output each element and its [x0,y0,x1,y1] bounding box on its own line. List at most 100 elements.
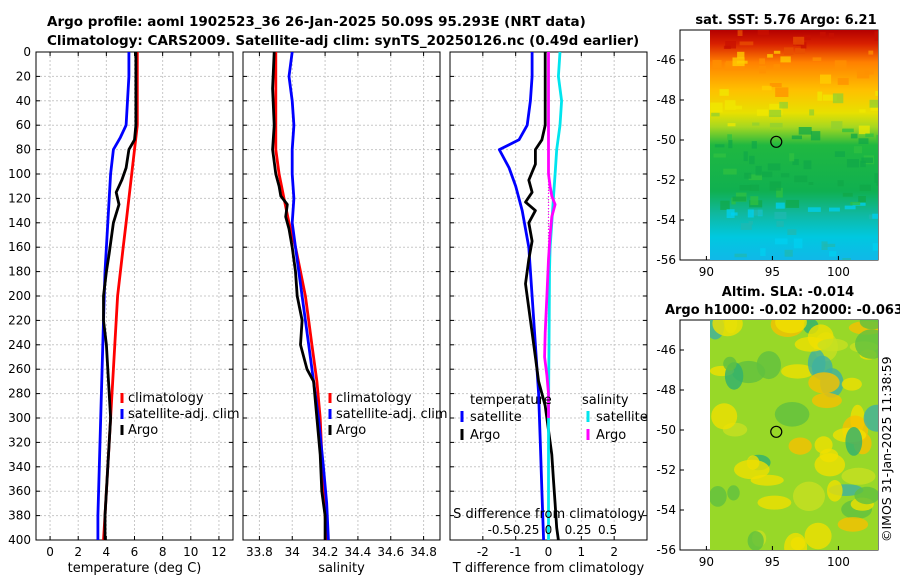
sst-texture-cell [842,258,851,260]
sst-texture-cell [755,165,762,176]
legend-label: satellite-adj. clim [336,407,448,422]
sla-texture-blob [819,448,839,463]
sst-texture-cell [769,109,782,118]
sst-texture-cell [785,199,800,208]
sst-texture-cell [809,109,815,116]
y-tick-label: 60 [16,118,31,132]
sst-texture-cell [714,144,725,148]
sst-texture-cell [793,238,803,249]
sla-texture-blob [781,364,815,379]
sst-texture-cell [719,89,729,96]
series-line [102,52,138,540]
sla-texture-blob [723,356,737,371]
sla-texture-blob [774,402,810,427]
map-y-tick-label: -50 [656,423,676,437]
sst-texture-cell [861,157,873,163]
series-line [497,52,545,541]
sst-texture-cell [725,60,738,70]
sst-texture-cell [739,185,752,191]
sst-texture-cell [875,90,878,96]
sst-texture-cell [858,138,869,145]
sst-texture-cell [723,45,731,49]
sst-texture-cell [756,109,769,116]
argo-location-marker [770,135,783,148]
sst-texture-cell [712,59,722,69]
sst-texture-cell [769,103,783,112]
imos-timestamp: ©IMOS 31-Jan-2025 11:38:59 [879,356,894,542]
sst-texture-cell [829,251,837,257]
sst-map-panel: sat. SST: 5.76 Argo: 6.21 90 95 100 -46 -48 -… [656,13,879,279]
map-x-tick-label: 100 [827,265,850,279]
sst-texture-cell [743,151,748,162]
y-tick-label: 280 [8,387,31,401]
sla-texture-blob [747,531,764,550]
sla-map-panel: Altim. SLA: -0.014 Argo h1000: -0.02 h20… [656,285,900,569]
sst-texture-cell [780,173,790,178]
sla-texture-blob [712,320,743,337]
salinity-panel: 33.8 34 34.2 34.4 34.6 34.8 salinity climatolog… [242,51,448,576]
y-tick-label: 220 [8,313,31,327]
y-tick-label: 360 [8,484,31,498]
sst-texture-cell [759,58,765,65]
y-tick-label: 140 [8,216,31,230]
sst-texture-cell [828,33,834,39]
sla-texture-blob [863,404,878,432]
map-x-tick-label: 90 [699,555,714,569]
legend-label: satellite [596,410,648,425]
secondary-x-axis-label: S difference from climatology [453,507,645,522]
sst-texture-cell [737,30,743,36]
sst-texture-cell [842,128,854,133]
x-tick-label: 4 [103,545,111,559]
legend-label: Argo [336,423,366,438]
sst-texture-cell [751,141,757,149]
sla-texture-blob [855,329,878,359]
sst-texture-cell [776,187,783,198]
sst-texture-cell [800,42,807,49]
sla-texture-blob [775,320,807,334]
sla-texture-blob [859,320,878,330]
y-tick-label: 100 [8,167,31,181]
sst-texture-cell [752,209,763,216]
sst-texture-cell [853,146,863,154]
sst-texture-cell [865,133,874,138]
sst-texture-cell [876,181,878,186]
sla-map-title: Altim. SLA: -0.014 [722,285,854,300]
sla-texture-blob [817,338,848,352]
sst-texture-cell [727,123,736,127]
sst-texture-cell [789,153,795,162]
sst-texture-cell [832,93,844,104]
sst-texture-cell [773,64,780,69]
sst-texture-cell [724,100,736,110]
sla-texture-blob [794,336,827,352]
map-x-tick-label: 95 [765,555,780,569]
sst-texture-cell [868,50,874,55]
sst-texture-cell [727,134,732,141]
x-tick-label: -1 [510,545,522,559]
sst-texture-cell [794,175,808,183]
sst-texture-cell [870,104,878,111]
sla-texture-blob [757,495,792,510]
sst-texture-cell [846,159,859,168]
sst-texture-cell [872,243,878,251]
map-y-tick-label: -46 [656,343,676,357]
sla-map-image [710,320,878,550]
legend-header-temperature: temperature [470,393,552,408]
sst-map-title: sat. SST: 5.76 Argo: 6.21 [695,13,876,28]
sst-texture-cell [734,253,747,258]
sst-texture-cell [750,196,759,206]
sst-texture-cell [775,202,785,209]
sst-texture-cell [834,151,845,157]
sst-texture-cell [850,133,858,139]
sst-texture-cell [858,125,870,135]
x-tick-label: 0 [545,545,553,559]
sla-texture-blob [827,480,843,502]
sst-texture-cell [726,209,735,218]
legend-label: climatology [336,391,412,406]
figure-title-line2: Climatology: CARS2009. Satellite-adj cli… [47,33,639,49]
sst-texture-cell [769,122,783,128]
x-tick-label: 34.4 [345,545,372,559]
x-tick-label: 34.2 [312,545,339,559]
y-tick-label: 160 [8,240,31,254]
y-tick-label: 200 [8,289,31,303]
sla-texture-blob [734,459,770,480]
